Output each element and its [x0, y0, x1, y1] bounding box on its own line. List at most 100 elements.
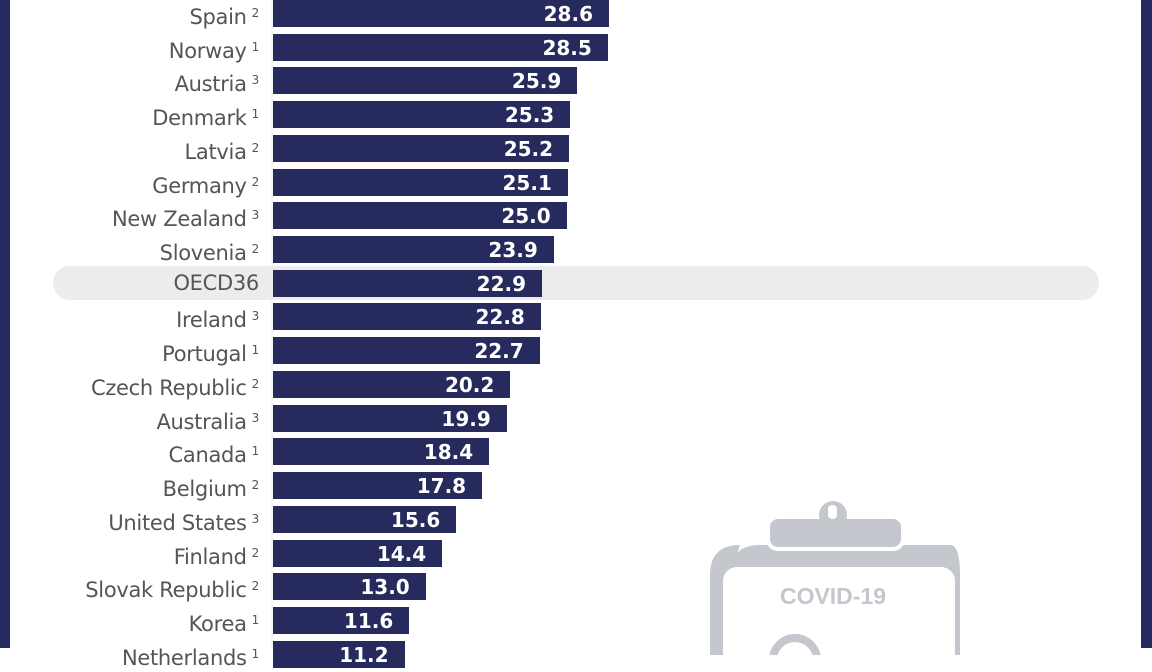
- bar: [273, 539, 443, 567]
- value-label: 25.3: [504, 103, 555, 128]
- category-name: Slovenia: [159, 241, 247, 266]
- category-name: Korea: [188, 611, 247, 636]
- category-name: Norway: [168, 38, 247, 63]
- bar: [273, 33, 608, 61]
- footnote-marker: 1: [251, 646, 260, 661]
- category-name: Portugal: [162, 342, 247, 367]
- category-label: Denmark 1: [152, 100, 260, 131]
- bar: [273, 505, 457, 533]
- frame-right: [1141, 0, 1152, 648]
- watermark-text: COVID-19: [780, 583, 886, 609]
- value-label: 18.4: [423, 440, 474, 465]
- footnote-marker: 2: [251, 174, 260, 189]
- category-name: Denmark: [152, 106, 247, 131]
- category-name: Spain: [189, 5, 247, 29]
- category-name: Ireland: [176, 308, 247, 333]
- category-name: Latvia: [184, 139, 247, 164]
- category-label: Canada 1: [168, 437, 260, 468]
- value-label: 13.0: [360, 575, 410, 600]
- category-label: United States 3: [108, 505, 260, 535]
- category-name: Austria: [174, 72, 247, 97]
- clipboard-icon: COVID-19: [710, 501, 960, 655]
- value-label: 22.9: [476, 271, 527, 296]
- category-name: Germany: [152, 173, 247, 198]
- value-label: 11.2: [339, 642, 389, 667]
- value-label: 15.6: [390, 507, 441, 532]
- category-label: Germany 2: [152, 168, 260, 198]
- value-label: 22.8: [475, 305, 525, 330]
- footnote-marker: 2: [251, 545, 260, 560]
- category-name: Netherlands: [121, 645, 247, 670]
- category-name: Czech Republic: [90, 375, 247, 400]
- category-name: Belgium: [162, 477, 247, 502]
- footnote-marker: 3: [251, 309, 260, 324]
- category-name: Australia: [156, 409, 247, 434]
- category-name: OECD36: [173, 270, 259, 295]
- footnote-marker: 3: [251, 73, 260, 88]
- category-name: United States: [108, 510, 247, 535]
- bar: [273, 67, 578, 95]
- category-label: Latvia 2: [184, 134, 260, 164]
- footnote-marker: 2: [251, 478, 260, 493]
- bar: [273, 606, 410, 634]
- footnote-marker: 1: [251, 444, 260, 459]
- category-label: Slovenia 2: [159, 235, 260, 266]
- bar: [273, 0, 609, 27]
- category-name: New Zealand: [111, 207, 247, 232]
- value-label: 23.9: [488, 238, 538, 263]
- value-label: 28.5: [542, 35, 592, 60]
- bar: [273, 269, 543, 297]
- footnote-marker: 3: [251, 208, 260, 223]
- category-label: Portugal 1: [162, 336, 260, 367]
- footnote-marker: 1: [251, 107, 260, 122]
- bar: [273, 168, 568, 196]
- value-label: 25.1: [502, 170, 552, 195]
- category-label: OECD36: [173, 269, 259, 297]
- category-label: Spain 2: [189, 0, 260, 29]
- bar: [273, 134, 570, 162]
- value-label: 28.6: [543, 2, 593, 26]
- category-label: Norway 1: [168, 33, 260, 63]
- category-label: Netherlands 1: [121, 640, 260, 670]
- frame-left: [0, 0, 10, 648]
- bar: [273, 236, 554, 264]
- footnote-marker: 1: [251, 39, 260, 54]
- value-label: 11.6: [343, 608, 394, 633]
- value-label: 22.7: [474, 339, 524, 364]
- footnote-marker: 2: [251, 376, 260, 391]
- value-label: 25.2: [503, 136, 554, 161]
- footnote-marker: 2: [251, 140, 260, 155]
- footnote-marker: 1: [251, 612, 260, 627]
- value-label: 19.9: [441, 406, 491, 431]
- value-label: 17.8: [416, 474, 467, 499]
- footnote-marker: 2: [251, 6, 260, 20]
- footnote-marker: 3: [251, 410, 260, 425]
- footnote-marker: 1: [251, 343, 260, 358]
- value-label: 20.2: [444, 372, 495, 397]
- footnote-marker: 2: [251, 579, 260, 594]
- category-name: Finland: [173, 544, 247, 569]
- category-label: Finland 2: [173, 539, 260, 569]
- value-label: 25.0: [501, 204, 551, 229]
- value-label: 25.9: [511, 69, 562, 94]
- value-label: 14.4: [376, 541, 427, 566]
- highlight-band: [53, 265, 1099, 300]
- bar: [273, 337, 540, 365]
- category-label: Ireland 3: [176, 302, 260, 333]
- bar: [273, 404, 507, 432]
- footnote-marker: 2: [251, 242, 260, 257]
- category-axis: [271, 0, 273, 648]
- footnote-marker: 3: [251, 511, 260, 526]
- bar: [273, 573, 426, 601]
- category-label: Slovak Republic 2: [85, 572, 260, 602]
- category-name: Canada: [168, 443, 247, 468]
- category-label: New Zealand 3: [111, 201, 260, 232]
- category-label: Korea 1: [188, 606, 260, 636]
- bar: [273, 438, 490, 466]
- category-label: Austria 3: [174, 66, 260, 97]
- bar: [273, 472, 483, 500]
- bar: [273, 101, 571, 129]
- bar: [273, 202, 567, 230]
- category-label: Australia 3: [156, 404, 260, 434]
- category-label: Czech Republic 2: [90, 370, 260, 400]
